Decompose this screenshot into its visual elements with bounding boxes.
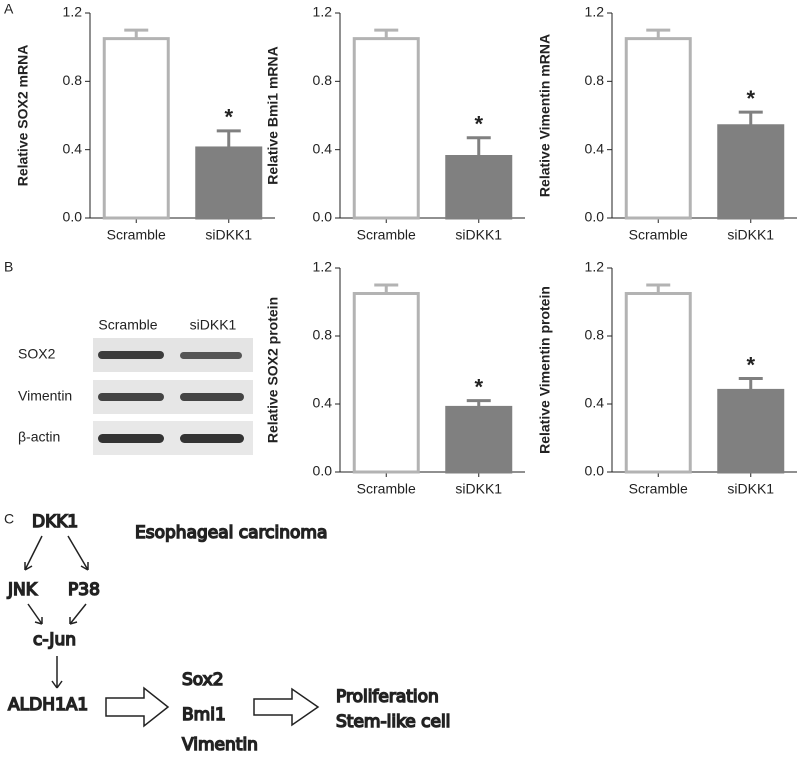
y-tick-label: 0.4 (63, 140, 83, 156)
y-tick-label: 0.8 (313, 72, 333, 88)
bar (352, 37, 420, 220)
x-tick-label: siDKK1 (727, 227, 774, 243)
y-axis-label: Relative Bmi1 mRNA (265, 46, 281, 185)
y-tick-label: 1.2 (63, 4, 83, 20)
bar (195, 146, 263, 220)
lane-label: siDKK1 (190, 317, 237, 333)
node: ALDH1A1 (8, 695, 88, 715)
blot-row-label: β-actin (18, 429, 60, 445)
x-tick-label: siDKK1 (205, 227, 252, 243)
y-tick-label: 0.4 (313, 395, 333, 411)
node: Sox2 (182, 670, 224, 690)
panel-label: C (4, 511, 14, 527)
significance-mark: * (224, 105, 233, 130)
y-axis-label: Relative SOX2 mRNA (15, 45, 31, 187)
y-tick-label: 0.4 (313, 140, 333, 156)
y-tick-label: 0.4 (585, 140, 605, 156)
significance-mark: * (474, 112, 483, 137)
bar (102, 37, 170, 220)
blot-band (98, 351, 164, 359)
node: JNK (7, 580, 38, 600)
bar-chart: Relative Bmi1 mRNA 0.0 0.4 0.8 1.2 Scramble si… (265, 4, 525, 243)
x-tick-label: Scramble (629, 481, 688, 497)
bar (624, 37, 692, 220)
bar (717, 388, 785, 474)
y-tick-label: 0.8 (585, 327, 605, 343)
blot-row-label: Vimentin (18, 388, 72, 404)
arrow (69, 603, 87, 625)
node: P38 (68, 580, 100, 600)
bar (624, 292, 692, 474)
node: c-Jun (33, 630, 76, 650)
bar (352, 292, 420, 474)
y-tick-label: 0.4 (585, 395, 605, 411)
arrow (27, 603, 43, 625)
y-tick-label: 0.0 (585, 209, 605, 225)
x-tick-label: Scramble (357, 227, 416, 243)
arrow (24, 535, 43, 571)
y-tick-label: 0.0 (63, 209, 83, 225)
lane-label: Scramble (98, 317, 157, 333)
node: Vimentin (182, 735, 258, 755)
y-axis-label: Relative SOX2 protein (265, 297, 281, 443)
x-tick-label: Scramble (629, 227, 688, 243)
bar-chart: Relative SOX2 mRNA 0.0 0.4 0.8 1.2 Scramble si… (15, 4, 275, 243)
bar-chart: Relative Vimentin mRNA 0.0 0.4 0.8 1.2 Scramb… (537, 4, 797, 243)
x-tick-label: siDKK1 (455, 481, 502, 497)
x-tick-label: Scramble (357, 481, 416, 497)
block-arrow (105, 686, 170, 728)
blot-band (98, 434, 164, 443)
block-arrow (253, 687, 320, 727)
node: Stem-like cell (336, 712, 450, 732)
significance-mark: * (746, 86, 755, 111)
significance-mark: * (746, 352, 755, 377)
y-tick-label: 1.2 (585, 259, 605, 275)
panel-label: B (4, 259, 13, 275)
y-tick-label: 0.0 (313, 209, 333, 225)
blot-band (180, 352, 242, 359)
arrow (51, 656, 63, 689)
blot-band (98, 393, 164, 401)
bar-chart: Relative Vimentin protein 0.0 0.4 0.8 1.2 Scr… (537, 259, 797, 497)
node: DKK1 (32, 512, 78, 532)
significance-mark: * (474, 374, 483, 399)
y-tick-label: 1.2 (585, 4, 605, 20)
y-tick-label: 0.8 (313, 327, 333, 343)
y-tick-label: 1.2 (313, 4, 333, 20)
bar-chart: Relative SOX2 protein 0.0 0.4 0.8 1.2 Scrambl… (265, 259, 525, 497)
bar (445, 405, 513, 474)
diagram-title: Esophageal carcinoma (135, 523, 327, 543)
y-axis-label: Relative Vimentin mRNA (537, 34, 553, 197)
x-tick-label: siDKK1 (455, 227, 502, 243)
y-axis-label: Relative Vimentin protein (537, 286, 553, 454)
y-tick-label: 0.0 (313, 463, 333, 479)
x-tick-label: Scramble (107, 227, 166, 243)
node: Bmi1 (182, 705, 226, 725)
bar (445, 155, 513, 220)
node: Proliferation (336, 687, 439, 707)
blot-row-label: SOX2 (18, 346, 56, 362)
arrow (67, 535, 89, 571)
y-tick-label: 0.8 (63, 72, 83, 88)
bar (717, 124, 785, 220)
x-tick-label: siDKK1 (727, 481, 774, 497)
western-blot: Scramble siDKK1 SOX2 Vimentin β-actin (18, 317, 253, 455)
blot-band (180, 434, 244, 443)
y-tick-label: 0.0 (585, 463, 605, 479)
y-tick-label: 0.8 (585, 72, 605, 88)
panel-label: A (4, 1, 14, 17)
blot-band (180, 393, 244, 401)
y-tick-label: 1.2 (313, 259, 333, 275)
pathway-diagram: DKK1 Esophageal carcinoma JNK P38 c-Jun … (6, 511, 451, 756)
